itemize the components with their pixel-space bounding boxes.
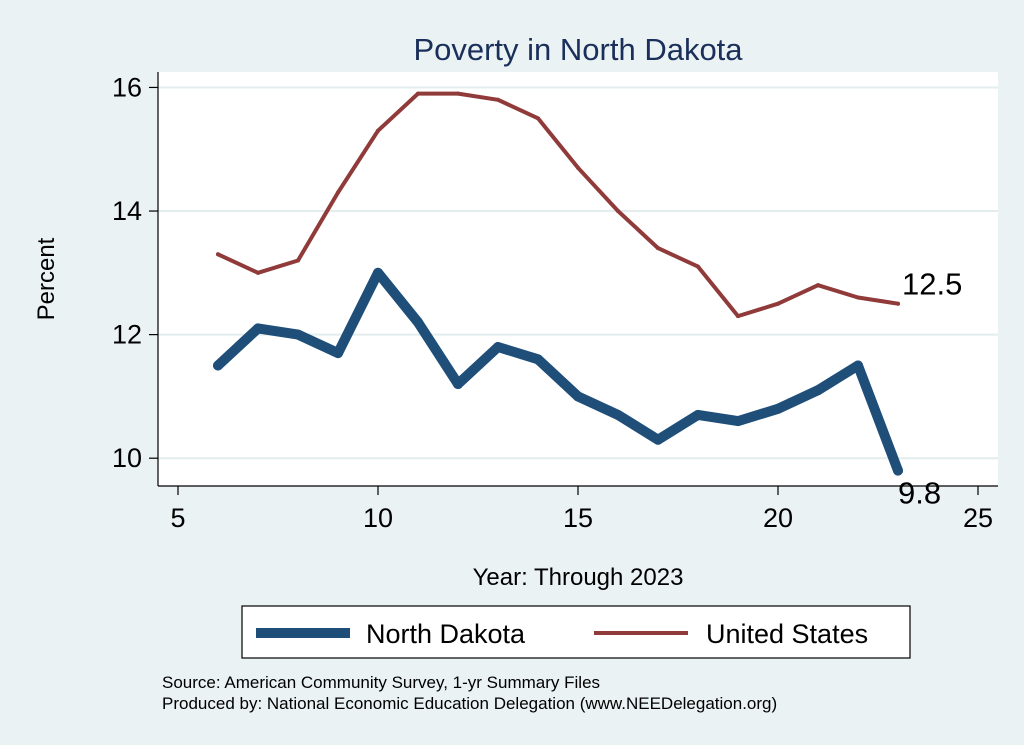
data-point-united-states <box>856 295 860 300</box>
data-point-north-dakota <box>333 348 343 359</box>
data-point-united-states <box>616 209 620 214</box>
data-point-united-states <box>256 270 260 275</box>
y-tick-label: 14 <box>112 196 142 226</box>
data-point-united-states <box>296 258 300 263</box>
legend-box <box>241 605 911 659</box>
data-point-united-states <box>456 91 460 96</box>
data-point-united-states <box>576 165 580 170</box>
data-point-north-dakota <box>413 317 423 328</box>
series-line-north-dakota <box>213 267 903 476</box>
y-tick-label: 10 <box>112 443 142 473</box>
end-label-united-states: 12.5 <box>902 267 962 302</box>
data-point-united-states <box>896 301 900 306</box>
data-point-united-states <box>496 97 500 102</box>
data-point-north-dakota <box>373 267 383 278</box>
x-axis-title: Year: Through 2023 <box>473 564 684 591</box>
data-point-united-states <box>656 246 660 251</box>
data-point-north-dakota <box>733 416 743 427</box>
data-point-north-dakota <box>493 341 503 352</box>
data-point-north-dakota <box>293 329 303 340</box>
data-point-united-states <box>416 91 420 96</box>
data-point-united-states <box>776 301 780 306</box>
legend: North Dakota United States <box>241 605 911 659</box>
data-point-north-dakota <box>693 409 703 420</box>
y-axis-title: Percent <box>33 237 60 320</box>
data-point-united-states <box>376 128 380 133</box>
series-line-united-states <box>216 91 900 319</box>
plot-area <box>158 72 998 486</box>
data-point-united-states <box>736 314 740 319</box>
end-label-north-dakota: 9.8 <box>898 476 941 511</box>
producer-note: Produced by: National Economic Education… <box>162 694 777 713</box>
end-labels: 12.5 9.8 <box>898 267 962 511</box>
legend-label-north-dakota: North Dakota <box>366 619 526 649</box>
data-point-north-dakota <box>533 354 543 365</box>
data-point-north-dakota <box>813 385 823 396</box>
data-point-united-states <box>696 264 700 269</box>
x-tick-label: 25 <box>963 503 993 533</box>
y-tick-label: 16 <box>112 72 142 102</box>
data-point-north-dakota <box>253 323 263 334</box>
data-point-united-states <box>536 116 540 121</box>
y-axis-ticks: 10 12 14 16 <box>112 72 158 473</box>
chart-title: Poverty in North Dakota <box>413 32 743 67</box>
x-tick-label: 5 <box>170 503 185 533</box>
data-point-united-states <box>336 190 340 195</box>
data-point-north-dakota <box>893 465 903 476</box>
y-tick-label: 12 <box>112 320 142 350</box>
data-point-north-dakota <box>653 434 663 445</box>
legend-label-united-states: United States <box>706 619 868 649</box>
source-note: Source: American Community Survey, 1-yr … <box>162 673 600 692</box>
data-point-north-dakota <box>453 379 463 390</box>
x-tick-label: 20 <box>763 503 793 533</box>
x-tick-label: 15 <box>563 503 593 533</box>
data-point-north-dakota <box>573 391 583 402</box>
data-point-north-dakota <box>853 360 863 371</box>
data-point-north-dakota <box>613 409 623 420</box>
x-tick-label: 10 <box>363 503 393 533</box>
data-point-united-states <box>216 252 220 257</box>
series-lines <box>213 91 903 476</box>
data-point-north-dakota <box>213 360 223 371</box>
data-point-north-dakota <box>773 403 783 414</box>
data-point-united-states <box>816 283 820 288</box>
x-axis-ticks: 5 10 15 20 25 <box>170 486 993 533</box>
